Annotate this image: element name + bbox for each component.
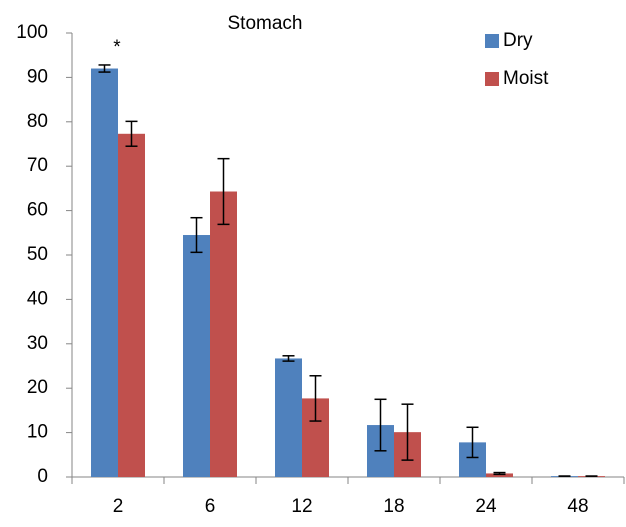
annotation: * xyxy=(113,37,121,58)
error-bar xyxy=(374,398,387,452)
y-tick-label: 60 xyxy=(27,200,48,221)
y-tick-label: 90 xyxy=(27,66,48,87)
x-tick-label: 48 xyxy=(567,496,588,517)
error-bar xyxy=(401,403,414,461)
error-bar xyxy=(493,471,506,476)
error-bar xyxy=(125,120,138,147)
x-tick-label: 6 xyxy=(205,496,216,517)
x-tick-label: 24 xyxy=(475,496,497,517)
x-tick-label: 12 xyxy=(291,496,312,517)
bar xyxy=(275,358,302,477)
y-tick-label: 30 xyxy=(27,333,48,354)
error-bar xyxy=(309,375,322,422)
bar xyxy=(118,133,145,477)
y-tick-label: 80 xyxy=(27,111,48,132)
y-tick-label: 40 xyxy=(27,288,48,309)
legend-swatch xyxy=(485,34,499,48)
bar xyxy=(486,473,513,477)
bar xyxy=(210,191,237,477)
y-tick-label: 10 xyxy=(27,422,48,443)
bar xyxy=(183,235,210,477)
x-tick-label: 18 xyxy=(383,496,404,517)
chart-title: Stomach xyxy=(228,13,303,34)
error-bar xyxy=(282,355,295,362)
legend-swatch xyxy=(485,72,499,86)
error-bar xyxy=(466,426,479,459)
error-bar xyxy=(98,64,111,73)
y-tick-label: 50 xyxy=(27,244,48,265)
bar xyxy=(91,68,118,478)
x-tick-label: 2 xyxy=(113,496,124,517)
y-tick-label: 70 xyxy=(27,155,48,176)
y-tick-label: 100 xyxy=(16,22,48,43)
y-tick-label: 0 xyxy=(37,466,48,487)
error-bar xyxy=(190,216,203,254)
legend-label: Moist xyxy=(503,68,549,89)
legend-label: Dry xyxy=(503,30,533,51)
y-tick-label: 20 xyxy=(27,377,48,398)
error-bar xyxy=(217,157,230,226)
